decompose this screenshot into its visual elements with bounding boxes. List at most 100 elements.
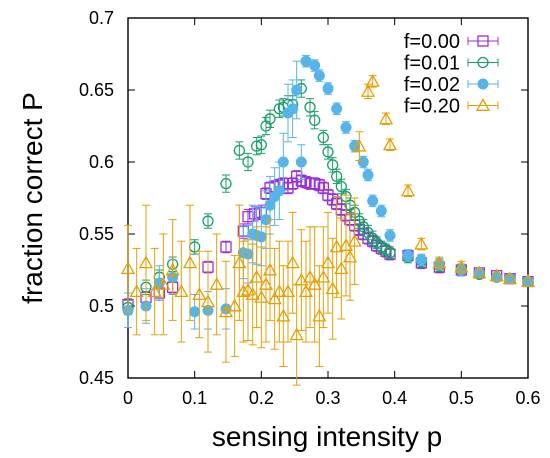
x-tick-label: 0: [123, 388, 133, 408]
data-point: [182, 255, 198, 269]
data-point: [313, 179, 325, 191]
data-point: [272, 284, 287, 298]
x-tick-label: 0.2: [249, 388, 274, 408]
legend-marker: [477, 56, 489, 69]
axes: 0 0.1 0.2 0.3 0.4 0.5 0.6 0.45 0.5 0.55 0.6 0.65 0.7: [79, 8, 541, 408]
data-point: [300, 55, 312, 67]
data-point: [402, 250, 414, 262]
data-point: [264, 113, 276, 125]
data-point: [316, 269, 331, 283]
data-point: [232, 255, 247, 269]
y-axis-label: fraction correct P: [17, 92, 48, 304]
data-point: [277, 156, 289, 168]
data-point: [255, 231, 267, 243]
data-point: [432, 255, 447, 269]
data-layer: [120, 54, 536, 386]
legend-label: f=0.01: [404, 53, 460, 75]
legend-marker: [477, 78, 489, 90]
data-point: [334, 261, 349, 275]
y-tick-label: 0.45: [79, 368, 114, 388]
data-point: [502, 271, 518, 285]
data-point: [120, 261, 136, 275]
data-point: [236, 284, 251, 298]
data-point: [147, 284, 162, 298]
legend-marker: [475, 98, 491, 111]
data-point: [327, 159, 339, 171]
data-point: [249, 269, 264, 283]
data-point: [255, 139, 267, 151]
data-point: [357, 156, 369, 168]
y-tick-label: 0.5: [89, 296, 114, 316]
data-point: [240, 282, 256, 296]
data-point: [245, 287, 260, 300]
data-point: [254, 290, 269, 303]
data-point: [347, 233, 362, 247]
data-point: [294, 272, 309, 286]
data-point: [325, 281, 340, 295]
data-point: [289, 327, 304, 341]
data-point: [340, 121, 352, 133]
data-point: [367, 195, 379, 207]
data-point: [335, 180, 347, 193]
data-point: [300, 176, 312, 188]
x-tick-label: 0.1: [182, 388, 207, 408]
data-point: [309, 114, 321, 126]
data-point: [174, 284, 189, 298]
data-point: [384, 247, 396, 259]
y-tick-label: 0.7: [89, 8, 114, 28]
series-f=0.20: [120, 74, 536, 386]
data-point: [365, 74, 380, 87]
data-point: [276, 308, 291, 322]
data-point: [375, 205, 387, 217]
y-tick-label: 0.65: [79, 80, 114, 100]
data-point: [309, 60, 321, 72]
data-point: [227, 298, 242, 312]
data-point: [352, 138, 367, 152]
x-tick-label: 0.5: [449, 388, 474, 408]
data-point: [298, 284, 314, 298]
data-point: [472, 265, 487, 279]
data-point: [156, 277, 171, 290]
data-point: [220, 241, 232, 253]
data-point: [400, 183, 416, 197]
y-tick-label: 0.55: [79, 224, 114, 244]
legend-label: f=0.02: [404, 74, 460, 96]
legend-label: f=0.00: [404, 31, 460, 53]
x-tick-label: 0.3: [315, 388, 340, 408]
legend-marker: [477, 35, 489, 47]
data-point: [360, 84, 376, 97]
data-point: [258, 277, 274, 290]
data-point: [209, 277, 224, 290]
data-point: [489, 268, 504, 282]
data-point: [165, 262, 180, 276]
data-point: [329, 239, 344, 253]
data-point: [287, 177, 299, 190]
data-point: [331, 170, 343, 183]
y-tick-label: 0.6: [89, 152, 114, 172]
data-point: [304, 101, 316, 113]
data-point: [320, 255, 336, 269]
data-point: [362, 169, 374, 181]
data-point: [189, 306, 201, 318]
data-point: [242, 156, 254, 168]
data-point: [327, 193, 339, 206]
data-point: [202, 215, 214, 227]
data-point: [295, 156, 307, 168]
data-point: [322, 83, 334, 95]
data-point: [233, 144, 245, 157]
data-point: [312, 308, 327, 322]
data-point: [322, 146, 334, 158]
data-point: [382, 137, 398, 151]
data-point: [313, 70, 325, 82]
legend-label: f=0.20: [404, 96, 460, 118]
data-point: [280, 284, 296, 298]
data-point: [129, 284, 144, 298]
data-point: [267, 291, 282, 305]
x-tick-label: 0.4: [382, 388, 407, 408]
data-point: [249, 208, 261, 220]
data-point: [302, 269, 318, 283]
data-point: [331, 103, 343, 115]
data-point: [262, 262, 278, 276]
data-point: [307, 277, 322, 290]
